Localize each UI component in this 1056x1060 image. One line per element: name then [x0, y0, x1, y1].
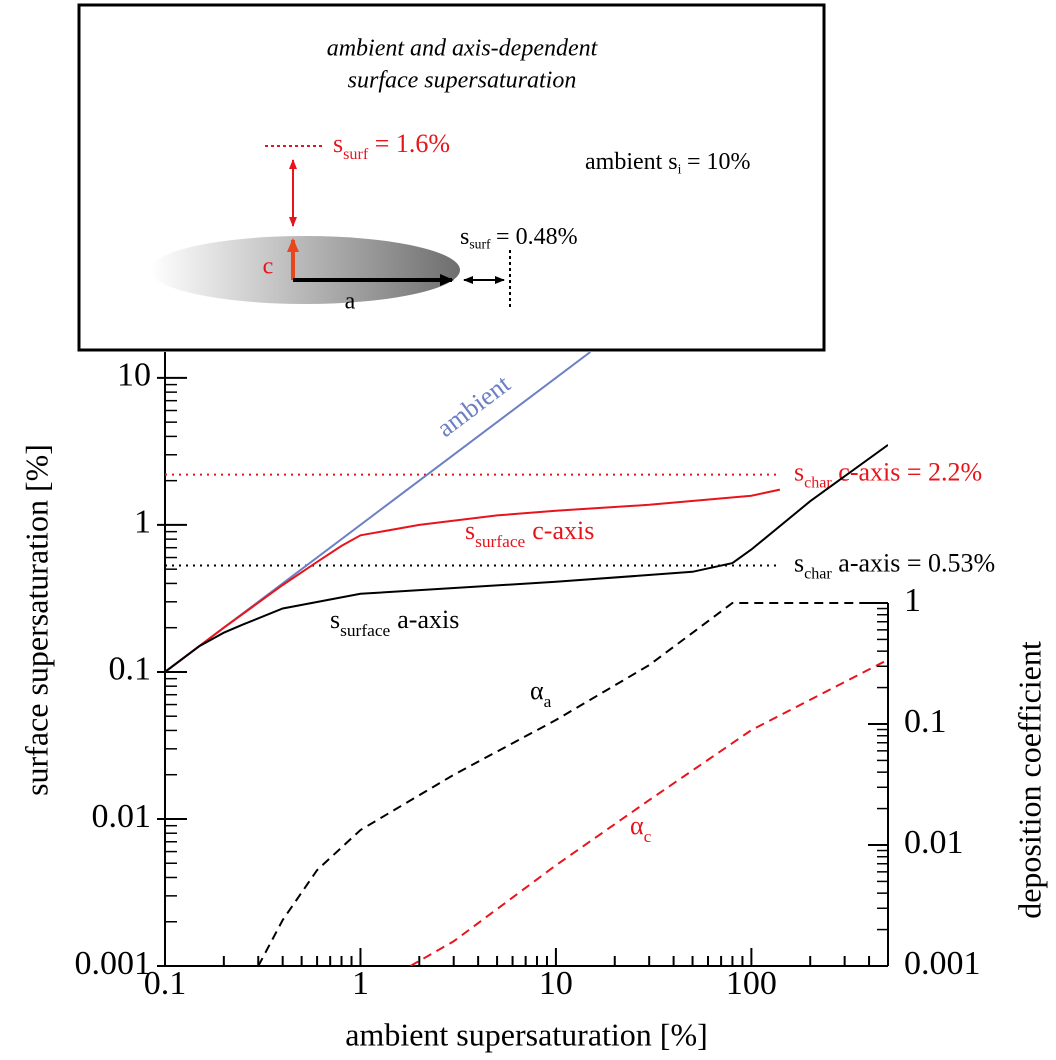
series-label: ambient	[431, 369, 516, 443]
series-label-main: α	[530, 676, 544, 705]
a-surface-label-sub: surf	[469, 237, 491, 252]
series-label-sub: surface	[475, 532, 525, 551]
a-surface-label: ssurf = 0.48%	[460, 224, 578, 252]
inset-title: ambient and axis-dependent	[327, 36, 599, 62]
c-surface-label-main: s	[333, 129, 343, 158]
ambient-label: ambient si = 10%	[585, 149, 750, 177]
series-label: αc	[630, 811, 652, 846]
series-label-text: c-axis	[532, 516, 594, 545]
char-label-text: c-axis = 2.2%	[838, 458, 982, 487]
series-label-sub: a	[544, 692, 552, 711]
char-label: schar a-axis = 0.53%	[794, 548, 995, 582]
y-tick-label: 1	[134, 504, 151, 541]
x-tick-label: 100	[726, 965, 777, 1002]
a-label: a	[345, 289, 356, 315]
x-axis-label: ambient supersaturation [%]	[345, 1016, 708, 1052]
series-label-sub: c	[644, 827, 652, 846]
series-label-main: s	[465, 516, 475, 545]
series-label: αa	[530, 676, 552, 711]
inset-title: surface supersaturation	[348, 68, 577, 94]
y2-tick-label: 0.001	[904, 945, 981, 982]
char-label-text: a-axis = 0.53%	[838, 548, 995, 577]
series-label-main: α	[630, 811, 644, 840]
a-surface-label-main: s	[460, 224, 469, 250]
series-line	[165, 444, 888, 673]
series-label-sub: surface	[340, 621, 390, 640]
y-axis-label: surface supersaturation [%]	[18, 444, 54, 796]
series-label-text: a-axis	[397, 605, 459, 634]
series-group	[165, 352, 888, 966]
a-surface-label-text: = 0.48%	[496, 224, 578, 250]
y-tick-label: 0.001	[75, 945, 152, 982]
series-label: ssurface a-axis	[330, 605, 459, 640]
plot: ssurf = 1.6%ssurf = 0.48%ambient si = 10%0.…	[18, 129, 1047, 1052]
y2-tick-label: 0.1	[904, 703, 947, 740]
ambient-label-sub: i	[678, 162, 682, 177]
c-surface-label-text: = 1.6%	[375, 129, 450, 158]
char-label-main: s	[794, 548, 804, 577]
char-label-main: s	[794, 458, 804, 487]
c-label: c	[263, 254, 274, 280]
c-surface-label: ssurf = 1.6%	[333, 129, 450, 163]
series-line	[409, 658, 888, 966]
y-tick-label: 0.01	[92, 798, 152, 835]
char-label: schar c-axis = 2.2%	[794, 458, 982, 492]
x-tick-label: 0.1	[144, 965, 187, 1002]
crystal	[150, 236, 460, 304]
x-tick-label: 1	[352, 965, 369, 1002]
ambient-label-main: ambient s	[585, 149, 678, 175]
series-label: ssurface c-axis	[465, 516, 594, 551]
series-line	[257, 602, 888, 966]
y-tick-label: 10	[117, 357, 151, 394]
y2-tick-label: 1	[904, 582, 921, 619]
ambient-label-text: = 10%	[687, 149, 751, 175]
y-tick-label: 0.1	[109, 651, 152, 688]
y2-tick-label: 0.01	[904, 824, 964, 861]
char-label-sub: char	[804, 474, 832, 491]
series-label-main: s	[330, 605, 340, 634]
char-label-sub: char	[804, 565, 832, 582]
c-surface-label-sub: surf	[343, 146, 369, 163]
y2-axis-label: deposition coefficient	[1011, 641, 1047, 919]
series-line	[165, 488, 781, 673]
inset: ambient and axis-dependent surface super…	[77, 3, 826, 352]
x-tick-label: 10	[539, 965, 573, 1002]
